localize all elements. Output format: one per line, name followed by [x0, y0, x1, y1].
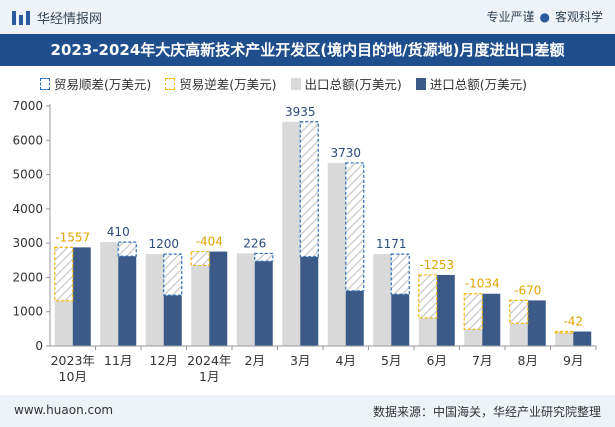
balance-label: -1034 [465, 277, 500, 291]
y-tick-label: 0 [35, 339, 43, 353]
import-bar [254, 261, 273, 346]
x-tick-label: 9月 [563, 353, 583, 368]
deficit-segment [463, 293, 483, 330]
import-bar [527, 300, 546, 346]
export-bar [509, 323, 528, 346]
export-bar [373, 254, 392, 346]
x-tick-label: 2024年 [187, 353, 231, 368]
slogan-tags: 专业严谨 ● 客观科学 [486, 8, 603, 25]
balance-label: -404 [196, 235, 223, 249]
legend: 贸易顺差(万美元) 贸易逆差(万美元) 出口总额(万美元) 进口总额(万美元) [40, 74, 527, 93]
footer: www.huaon.com 数据来源：中国海关，华经产业研究院整理 [0, 395, 615, 427]
x-tick-label: 4月 [336, 353, 356, 368]
chart-title: 2023-2024年大庆高新技术产业开发区(境内目的地/货源地)月度进出口差额 [0, 34, 615, 66]
export-bar [54, 300, 73, 346]
import-bar [573, 331, 592, 346]
export-bar [191, 265, 210, 346]
balance-label: 410 [107, 225, 130, 239]
legend-surplus-swatch [40, 77, 50, 90]
y-tick-label: 2000 [12, 270, 43, 284]
export-bar [555, 332, 574, 346]
surplus-segment [163, 253, 183, 296]
y-tick-label: 6000 [12, 133, 43, 147]
export-bar [327, 162, 346, 346]
balance-label: -1253 [419, 258, 454, 272]
surplus-segment [299, 121, 319, 258]
import-bar [436, 274, 455, 346]
balance-label: 3730 [330, 146, 361, 160]
x-tick-label: 7月 [472, 353, 492, 368]
import-bar [72, 247, 91, 346]
export-bar [236, 253, 255, 346]
export-bar [418, 317, 437, 346]
chart-plot: 01000200030004000500060007000-15572023年1… [12, 99, 597, 384]
import-bar [345, 290, 364, 346]
surplus-segment [117, 241, 137, 257]
x-tick-label: 12月 [150, 353, 178, 368]
import-bar [163, 295, 182, 346]
import-bar [209, 251, 228, 346]
deficit-segment [554, 330, 574, 334]
x-tick-label: 11月 [104, 353, 132, 368]
x-tick-label: 8月 [518, 353, 538, 368]
legend-deficit: 贸易逆差(万美元) [165, 74, 277, 93]
brand-logo-icon [12, 10, 30, 25]
deficit-segment [54, 246, 74, 302]
x-tick-label: 10月 [59, 369, 87, 384]
tag-professional: 专业严谨 [486, 10, 535, 24]
brand: 华经情报网 [12, 8, 102, 27]
balance-label: 3935 [285, 105, 316, 119]
surplus-segment [254, 252, 274, 262]
top-bar: 华经情报网 专业严谨 ● 客观科学 [0, 0, 615, 34]
y-tick-label: 5000 [12, 168, 43, 182]
export-bar [464, 329, 483, 346]
export-bar [282, 121, 301, 347]
x-tick-label: 2月 [245, 353, 265, 368]
x-tick-label: 1月 [199, 369, 219, 384]
import-bar [300, 256, 319, 346]
x-tick-label: 2023年 [51, 353, 95, 368]
legend-import-label: 进口总额(万美元) [429, 77, 528, 92]
y-tick-label: 1000 [12, 305, 43, 319]
legend-export-label: 出口总额(万美元) [304, 77, 402, 92]
y-tick-label: 7000 [12, 99, 43, 113]
deficit-segment [509, 299, 529, 324]
legend-export: 出口总额(万美元) [290, 74, 402, 93]
balance-label: 1171 [376, 237, 407, 251]
x-tick-label: 5月 [381, 353, 401, 368]
import-bar [482, 293, 501, 346]
footer-site: www.huaon.com [14, 403, 114, 417]
export-bar [145, 254, 164, 346]
balance-label: -42 [563, 315, 583, 329]
import-bar [391, 294, 410, 346]
balance-label: 226 [243, 236, 266, 250]
tag-objective: 客观科学 [554, 10, 603, 24]
footer-source: 数据来源：中国海关，华经产业研究院整理 [372, 405, 601, 419]
balance-label: 1200 [148, 237, 179, 251]
deficit-segment [190, 250, 210, 267]
legend-import-swatch [415, 77, 426, 90]
y-tick-label: 3000 [12, 236, 43, 250]
x-tick-label: 3月 [290, 353, 310, 368]
bullet-icon: ● [539, 10, 550, 24]
legend-surplus-label: 贸易顺差(万美元) [54, 77, 152, 92]
brand-name: 华经情报网 [37, 12, 103, 27]
x-tick-label: 6月 [427, 353, 447, 368]
export-bar [100, 242, 119, 346]
legend-export-swatch [290, 77, 301, 90]
legend-deficit-label: 贸易逆差(万美元) [179, 77, 277, 92]
balance-label: -1557 [55, 230, 90, 244]
y-tick-label: 4000 [12, 202, 43, 216]
balance-label: -670 [514, 283, 541, 297]
surplus-segment [390, 253, 410, 295]
import-bar [118, 256, 137, 346]
deficit-segment [418, 274, 438, 319]
legend-surplus: 贸易顺差(万美元) [40, 74, 151, 93]
legend-deficit-swatch [165, 77, 176, 90]
legend-import: 进口总额(万美元) [415, 74, 528, 93]
surplus-segment [345, 162, 365, 292]
